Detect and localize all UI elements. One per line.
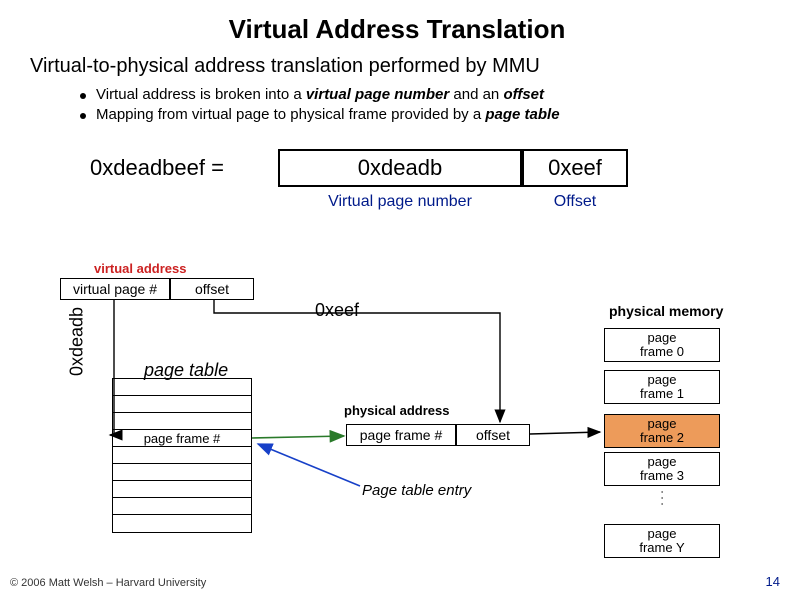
bullet-2: Mapping from virtual page to physical fr… xyxy=(80,106,794,123)
vpn-label: Virtual page number xyxy=(278,193,522,211)
offset-box: 0xeef xyxy=(522,149,628,187)
ellipsis-icon: ··· xyxy=(656,490,670,508)
bullet-list: Virtual address is broken into a virtual… xyxy=(0,84,794,123)
bullet-1-mid: and an xyxy=(449,86,503,103)
table-row xyxy=(113,498,251,515)
bullet-2-text: Mapping from virtual page to physical fr… xyxy=(96,106,485,123)
slide-title: Virtual Address Translation xyxy=(0,0,794,45)
table-row xyxy=(113,447,251,464)
vpn-vertical-label: 0xdeadb xyxy=(67,299,88,385)
physical-address-box: page frame # offset xyxy=(346,424,530,446)
bullet-dot-icon xyxy=(80,113,86,119)
slide-number: 14 xyxy=(766,574,780,589)
equation-lhs: 0xdeadbeef = xyxy=(90,155,250,181)
table-row xyxy=(113,515,251,532)
table-row xyxy=(113,464,251,481)
va-vpn-cell: virtual page # xyxy=(60,278,170,300)
bullet-1: Virtual address is broken into a virtual… xyxy=(80,86,794,103)
physical-memory-label: physical memory xyxy=(609,303,723,319)
table-row xyxy=(113,413,251,430)
virtual-address-box: virtual page # offset xyxy=(60,278,254,300)
page-table-entry-label: Page table entry xyxy=(362,482,471,499)
footer-copyright: © 2006 Matt Welsh – Harvard University xyxy=(10,577,206,589)
page-frame-2: page frame 2 xyxy=(604,414,720,448)
page-frame-3: page frame 3 xyxy=(604,452,720,486)
bullet-1-offset: offset xyxy=(503,86,544,103)
vpn-box: 0xdeadb xyxy=(278,149,522,187)
page-frame-y: page frame Y xyxy=(604,524,720,558)
physical-address-label: physical address xyxy=(344,403,450,418)
table-row xyxy=(113,481,251,498)
table-row-highlight: page frame # xyxy=(113,430,251,447)
bullet-1-text: Virtual address is broken into a xyxy=(96,86,306,103)
page-frame-1: page frame 1 xyxy=(604,370,720,404)
offset-value-label: 0xeef xyxy=(315,300,359,321)
table-row xyxy=(113,379,251,396)
va-offset-cell: offset xyxy=(170,278,254,300)
bullet-1-vpn: virtual page number xyxy=(306,86,449,103)
offset-label: Offset xyxy=(522,193,628,211)
slide-subtitle: Virtual-to-physical address translation … xyxy=(0,45,794,84)
phys-offset-cell: offset xyxy=(456,424,530,446)
virtual-address-label: virtual address xyxy=(94,261,187,276)
bullet-dot-icon xyxy=(80,93,86,99)
table-row xyxy=(113,396,251,413)
address-equation-row: 0xdeadbeef = 0xdeadb 0xeef xyxy=(0,149,794,187)
bullet-2-pagetable: page table xyxy=(485,106,559,123)
page-table: page frame # xyxy=(112,378,252,533)
phys-pfn-cell: page frame # xyxy=(346,424,456,446)
page-frame-0: page frame 0 xyxy=(604,328,720,362)
address-labels: Virtual page number Offset xyxy=(0,193,794,211)
